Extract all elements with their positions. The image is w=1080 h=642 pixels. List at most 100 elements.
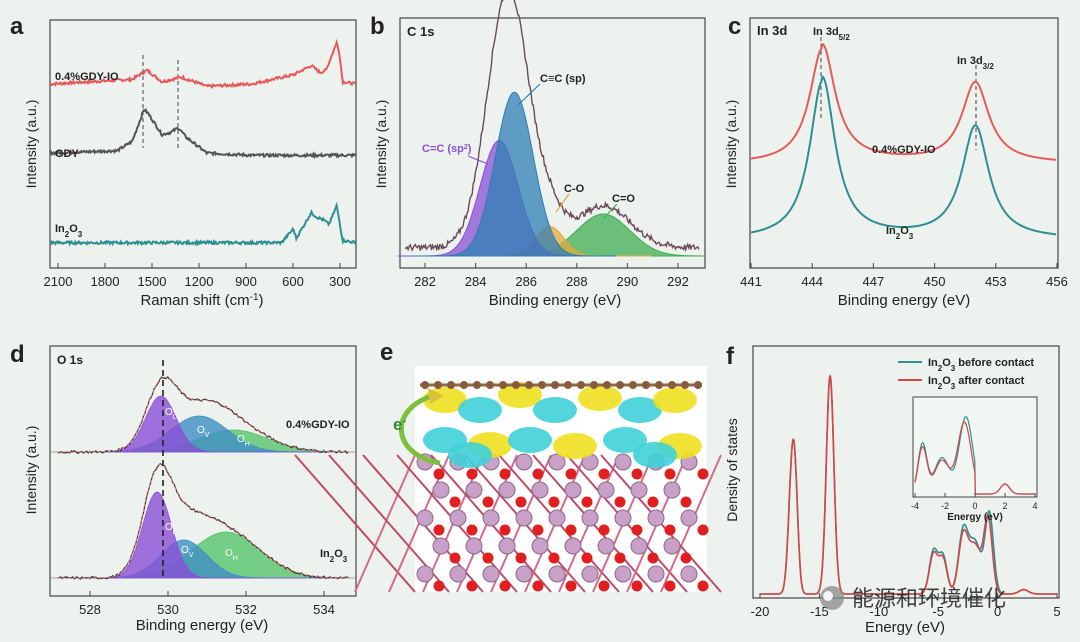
series-label-gdyio-d: 0.4%GDY-IO [286, 419, 350, 431]
in-atom [531, 481, 549, 499]
plot-frame-f [752, 345, 1060, 599]
series-line-gdyio-c [750, 42, 1057, 161]
in-atom [515, 509, 533, 527]
isosurface-lobe [533, 397, 577, 423]
o-atom [466, 524, 478, 536]
c-atom [616, 381, 624, 389]
c-atom [681, 381, 689, 389]
o-atom [532, 468, 544, 480]
label-ov-top: OV [197, 425, 210, 439]
peak-label-3d32: In 3d3/2 [957, 55, 994, 71]
o-atom [515, 496, 527, 508]
o-atom [598, 468, 610, 480]
pointer-sp [517, 83, 541, 106]
in-atom [630, 481, 648, 499]
in-atom [680, 509, 698, 527]
x-axis-c: 441 444 447 450 453 456 [740, 263, 1068, 289]
o-atom [647, 552, 659, 564]
in-atom [548, 453, 566, 471]
x-axis-label-c: Binding energy (eV) [838, 292, 971, 309]
o-atom [433, 580, 445, 592]
o-atom [565, 580, 577, 592]
c-atom [486, 381, 494, 389]
x-axis-label-b: Binding energy (eV) [489, 292, 622, 309]
x-axis-f-tick-label: -20 [751, 604, 770, 619]
arrow-head-icon [428, 388, 444, 404]
o-atom [647, 496, 659, 508]
plot-frame-a [49, 19, 357, 269]
o-atom [664, 468, 676, 480]
c-atom [473, 381, 481, 389]
panel-d: d O 1s 528 530 532 534 Intensity (a.u.) Bin… [10, 341, 357, 634]
pointer-c-o-double [603, 203, 618, 219]
x-axis-b-tick-label: 290 [617, 274, 639, 289]
bond [354, 454, 416, 593]
in-atom [548, 509, 566, 527]
plot-frame-d [49, 345, 357, 597]
series-label-in2o3-d: In2O3 [320, 548, 348, 564]
legend-label-before: In2O3 before contact [928, 357, 1034, 373]
y-axis-label-b: Intensity (a.u.) [373, 100, 389, 189]
plot-frame-b [399, 17, 706, 269]
in-atom [548, 565, 566, 583]
in-atom [614, 509, 632, 527]
x-axis-c-tick-label: 456 [1046, 274, 1068, 289]
label-oh-top: OH [237, 434, 250, 448]
x-axis-a-tick-label: 900 [235, 274, 257, 289]
peak-label-c-o-double: C=O [612, 193, 635, 205]
y-axis-label-a: Intensity (a.u.) [23, 100, 39, 189]
series-label-gdy-a: GDY [55, 148, 80, 160]
isosurface-lobe [618, 397, 662, 423]
series-line-in2o3-c [750, 74, 1057, 236]
panel-e: e e- [294, 339, 722, 593]
x-axis-d-tick-label: 532 [235, 602, 257, 617]
o-atom [581, 496, 593, 508]
peak-d-bot-fit [57, 463, 349, 579]
x-axis-b-tick-label: 284 [465, 274, 487, 289]
peak-d-top-ol [57, 395, 349, 453]
c-atom [551, 381, 559, 389]
inset-tick-label: -4 [911, 501, 919, 511]
watermark-text: 能源和环境催化 [852, 586, 1006, 611]
x-axis-d-tick-label: 530 [157, 602, 179, 617]
inset-x-axis-f: -4 -2 0 2 4 [911, 493, 1038, 511]
isosurface-lobe [508, 427, 552, 453]
in-atom [581, 509, 599, 527]
o-atom [482, 496, 494, 508]
peak-label-sp: C≡C (sp) [540, 73, 586, 85]
x-axis-d-tick-label: 534 [313, 602, 335, 617]
in-atom [482, 565, 500, 583]
panel-b: b C 1s 282 284 286 288 290 292 Intensity (a.u… [370, 0, 706, 309]
in-atom [680, 565, 698, 583]
o-atom [433, 468, 445, 480]
c-atom [577, 381, 585, 389]
isosurface-lobe [603, 427, 647, 453]
watermark: 能源和环境催化 [820, 586, 1006, 611]
x-axis-c-tick-label: 450 [924, 274, 946, 289]
o-atom [631, 468, 643, 480]
o-atom [680, 496, 692, 508]
x-axis-a-tick-label: 2100 [44, 274, 73, 289]
o-atom [532, 524, 544, 536]
panel-f: f -20 -15 -10 -5 0 5 Density of states Energy… [724, 343, 1061, 636]
o-atom [631, 580, 643, 592]
peak-sp [412, 91, 616, 257]
x-axis-c-tick-label: 444 [801, 274, 823, 289]
c-atom [564, 381, 572, 389]
series-line-in2o3-a [49, 201, 357, 247]
c-atom [603, 381, 611, 389]
in-atom [498, 537, 516, 555]
series-label-gdyio-a: 0.4%GDY-IO [55, 71, 119, 83]
x-axis-a: 2100 1800 1500 1200 900 600 300 [44, 263, 351, 289]
x-axis-c-tick-label: 441 [740, 274, 762, 289]
in-atom [581, 565, 599, 583]
isosurface-lobe [448, 442, 492, 468]
panel-letter-e: e [380, 339, 393, 366]
inset-x-axis-label-f: Energy (eV) [947, 512, 1003, 523]
c-atom [538, 381, 546, 389]
label-ov-bot: OV [181, 545, 194, 559]
x-axis-b-tick-label: 292 [667, 274, 689, 289]
c-atom [668, 381, 676, 389]
o-atom [614, 552, 626, 564]
